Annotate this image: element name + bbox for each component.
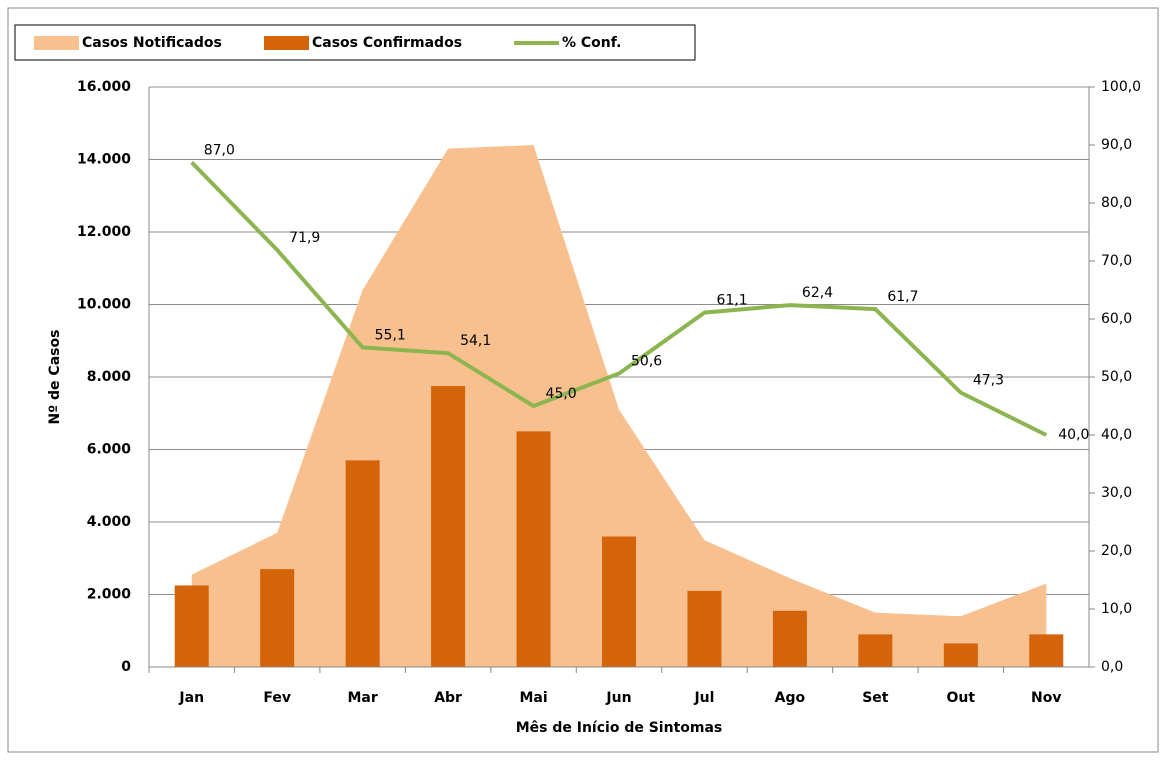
y-tick-label: 14.000 [77,152,131,168]
x-tick-label: Ago [775,690,806,706]
x-tick-label: Out [947,690,976,706]
x-tick-label: Mai [519,690,547,706]
line [190,161,1048,437]
x-axis-title: Mês de Início de Sintomas [516,720,723,736]
legend-box [14,24,696,61]
y2-tick-label: 100,0 [1101,79,1141,95]
data-label: 54,1 [460,333,491,349]
bar [858,634,893,667]
bar [174,585,209,667]
y-tick-label: 6.000 [87,442,132,458]
y-tick-label: 8.000 [87,369,132,385]
data-label: 61,1 [716,293,747,309]
bar [772,610,807,667]
y-tick-label: 4.000 [87,514,132,530]
legend-label: % Conf. [562,35,621,51]
data-label: 61,7 [887,289,918,305]
y-tick-label: 12.000 [77,224,131,240]
area [191,145,1047,667]
y2-tick-label: 20,0 [1101,543,1132,559]
x-tick-label: Jun [605,690,631,706]
y2-tick-label: 0,0 [1101,659,1123,675]
y-tick-label: 16.000 [77,79,131,95]
bar [260,569,295,667]
x-tick-label: Nov [1031,690,1061,706]
y-tick-label: 0 [121,659,131,675]
y2-tick-label: 40,0 [1101,427,1132,443]
x-tick-label: Mar [347,690,377,706]
y-tick-label: 2.000 [87,587,132,603]
legend-swatch [34,36,79,50]
data-label: 62,4 [802,285,833,301]
bar [345,460,380,667]
x-tick-label: Jan [178,690,204,706]
bar [1029,634,1064,667]
data-label: 47,3 [973,373,1004,389]
y2-tick-label: 60,0 [1101,311,1132,327]
bar [602,536,636,667]
y2-tick-label: 10,0 [1101,601,1132,617]
bar [687,590,722,667]
bar [516,431,551,667]
y2-tick-label: 30,0 [1101,485,1132,501]
y2-tick-label: 90,0 [1101,137,1132,153]
y2-tick-label: 80,0 [1101,195,1132,211]
x-tick-label: Set [862,690,889,706]
bar [431,386,466,667]
x-tick-label: Fev [263,690,291,706]
data-label: 55,1 [375,327,406,343]
legend-label: Casos Confirmados [312,35,462,51]
x-tick-label: Abr [434,690,462,706]
x-tick-label: Jul [693,690,714,706]
legend-label: Casos Notificados [82,35,222,51]
y-tick-label: 10.000 [77,297,131,313]
data-label: 50,6 [631,354,662,370]
legend-swatch [264,36,309,50]
data-label: 87,0 [204,142,235,158]
y-axis-title: Nº de Casos [47,330,63,425]
data-label: 40,0 [1058,427,1089,443]
bar [943,643,978,667]
data-label: 45,0 [546,386,577,402]
y2-tick-label: 50,0 [1101,369,1132,385]
y2-tick-label: 70,0 [1101,253,1132,269]
data-label: 71,9 [289,230,320,246]
